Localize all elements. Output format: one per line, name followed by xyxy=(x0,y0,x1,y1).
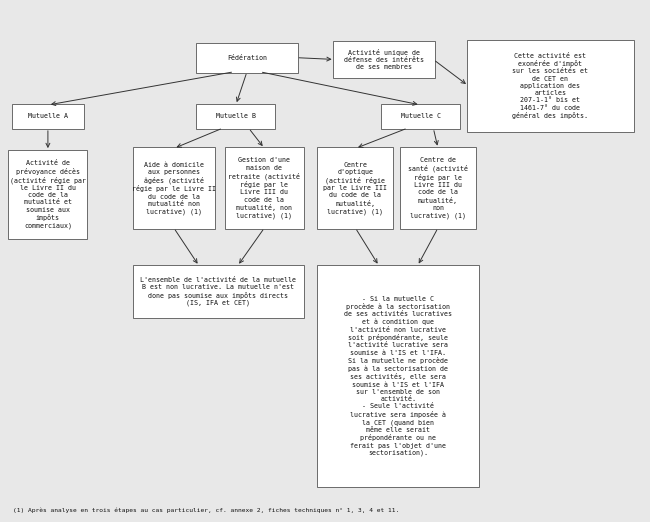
Text: Mutuelle C: Mutuelle C xyxy=(400,113,441,120)
Text: - Si la mutuelle C
procède à la sectorisation
de ses activités lucratives
et à c: - Si la mutuelle C procède à la sectoris… xyxy=(344,296,452,456)
FancyBboxPatch shape xyxy=(317,147,393,229)
Text: Centre
d'optique
(activité régie
par le Livre III
du code de la
mutualité,
lucra: Centre d'optique (activité régie par le … xyxy=(323,162,387,215)
FancyBboxPatch shape xyxy=(133,265,304,318)
Text: Activité de
prévoyance décès
(activité régie par
le Livre II du
code de la
mutua: Activité de prévoyance décès (activité r… xyxy=(10,160,86,229)
FancyBboxPatch shape xyxy=(196,43,298,73)
Text: Gestion d'une
maison de
retraite (activité
régie par le
Livre III du
code de la
: Gestion d'une maison de retraite (activi… xyxy=(229,157,300,219)
Text: (1) Après analyse en trois étapes au cas particulier, cf. annexe 2, fiches techn: (1) Après analyse en trois étapes au cas… xyxy=(13,507,399,513)
FancyBboxPatch shape xyxy=(333,41,435,78)
FancyBboxPatch shape xyxy=(381,104,460,129)
Text: Mutuelle B: Mutuelle B xyxy=(216,113,256,120)
Text: L'ensemble de l'activité de la mutuelle
B est non lucrative. La mutuelle n'est
d: L'ensemble de l'activité de la mutuelle … xyxy=(140,277,296,306)
Text: Mutuelle A: Mutuelle A xyxy=(28,113,68,120)
FancyBboxPatch shape xyxy=(225,147,304,229)
FancyBboxPatch shape xyxy=(467,40,634,132)
FancyBboxPatch shape xyxy=(12,104,84,129)
Text: Activité unique de
défense des intérêts
de ses membres: Activité unique de défense des intérêts … xyxy=(344,49,424,70)
FancyBboxPatch shape xyxy=(133,147,214,229)
Text: Aide à domicile
aux personnes
âgées (activité
régie par le Livre II
du code de l: Aide à domicile aux personnes âgées (act… xyxy=(132,162,216,215)
Text: Cette activité est
exonérée d'impôt
sur les sociétés et
de CET en
application de: Cette activité est exonérée d'impôt sur … xyxy=(512,53,588,119)
Text: Fédération: Fédération xyxy=(227,55,267,61)
FancyBboxPatch shape xyxy=(8,150,87,239)
FancyBboxPatch shape xyxy=(400,147,476,229)
Text: Centre de
santé (activité
régie par le
Livre III du
code de la
mutualité,
non
lu: Centre de santé (activité régie par le L… xyxy=(408,157,468,219)
FancyBboxPatch shape xyxy=(317,265,479,487)
FancyBboxPatch shape xyxy=(196,104,276,129)
